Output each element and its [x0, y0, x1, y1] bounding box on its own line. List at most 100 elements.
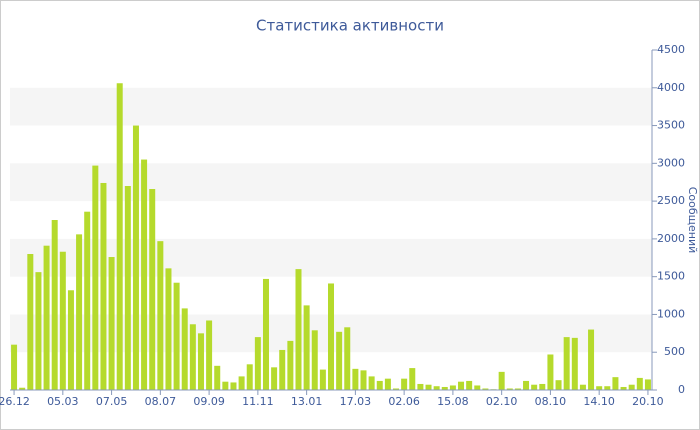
x-tick-label: 08.10 [535, 395, 567, 408]
bar [596, 386, 603, 390]
y-tick-label: 500 [664, 345, 685, 358]
x-tick-label: 02.06 [388, 395, 420, 408]
bar [67, 290, 74, 390]
bar [628, 384, 635, 390]
bar [206, 320, 213, 390]
bar [181, 308, 188, 390]
y-tick-label: 3000 [657, 156, 685, 169]
bar [555, 380, 562, 390]
bar [165, 268, 172, 390]
bar [636, 377, 643, 390]
bar [328, 283, 334, 390]
bar [197, 333, 204, 390]
bar [384, 378, 391, 390]
x-tick-label: 17.03 [340, 395, 372, 408]
y-tick-label: 2500 [657, 194, 685, 207]
x-tick-label: 15.08 [437, 395, 469, 408]
bar [409, 368, 416, 390]
bar [441, 386, 448, 390]
bar [449, 385, 456, 390]
x-tick-label: 14.10 [583, 395, 615, 408]
bar [108, 257, 115, 390]
bar [336, 331, 343, 390]
bar [620, 386, 627, 390]
bar [157, 241, 164, 390]
bar [116, 83, 123, 390]
x-tick-label: 09.09 [193, 395, 225, 408]
bar [43, 245, 50, 390]
y-tick-label: 1000 [657, 307, 685, 320]
bar [417, 383, 424, 390]
bar [344, 327, 351, 390]
bar [547, 354, 554, 390]
bar [246, 364, 253, 390]
bar [458, 381, 465, 390]
y-tick-label: 1500 [657, 270, 685, 283]
bar [214, 365, 221, 390]
bar [393, 388, 400, 390]
bar [303, 305, 310, 390]
bar [132, 125, 139, 391]
bar [295, 269, 302, 390]
bar [238, 376, 245, 390]
bar [571, 337, 578, 390]
bar [482, 388, 489, 390]
bar [124, 186, 131, 390]
chart-title: Статистика активности [256, 17, 444, 35]
x-tick-label: 05.03 [47, 395, 79, 408]
x-tick-label: 07.05 [96, 395, 128, 408]
x-tick-label: 13.01 [291, 395, 323, 408]
bar [141, 159, 148, 390]
bar [401, 378, 408, 390]
bar [466, 380, 473, 390]
bar [230, 382, 237, 390]
bar [279, 349, 286, 390]
bar [287, 340, 294, 390]
bar [100, 182, 107, 390]
bar [563, 337, 570, 390]
bar [254, 337, 261, 390]
bar [539, 383, 546, 390]
bar [474, 385, 481, 390]
bar [173, 282, 180, 390]
x-tick-label: 02.10 [486, 395, 518, 408]
bar [311, 330, 318, 390]
bar [271, 367, 278, 390]
y-tick-label: 3500 [657, 119, 685, 132]
bar [84, 211, 91, 390]
bar [222, 381, 229, 390]
bar [514, 388, 521, 390]
bar [189, 324, 196, 390]
y-tick-label: 4500 [657, 43, 685, 56]
grid-band [10, 87, 652, 126]
bar [604, 386, 611, 390]
bar [425, 384, 432, 390]
bar [612, 377, 619, 390]
bar [76, 234, 83, 390]
bar [352, 368, 359, 390]
bar [506, 388, 513, 390]
bar [27, 254, 34, 390]
bar [11, 344, 18, 390]
bar [51, 220, 58, 390]
bar [149, 189, 156, 390]
y-tick-label: 0 [678, 383, 685, 396]
bar [262, 278, 269, 390]
bar [360, 370, 367, 390]
bar [59, 251, 66, 390]
x-tick-label: 11.11 [242, 395, 274, 408]
bar [19, 387, 26, 390]
x-tick-label: 08.07 [145, 395, 177, 408]
bar [531, 384, 538, 390]
y-tick-label: 2000 [657, 232, 685, 245]
y-tick-label: 4000 [657, 81, 685, 94]
bar [319, 369, 326, 390]
bar [498, 371, 505, 390]
bar [644, 379, 651, 390]
bar [588, 329, 595, 390]
bar [92, 165, 99, 390]
x-tick-label: 20.10 [632, 395, 664, 408]
bar [579, 384, 586, 390]
bar [523, 380, 530, 390]
